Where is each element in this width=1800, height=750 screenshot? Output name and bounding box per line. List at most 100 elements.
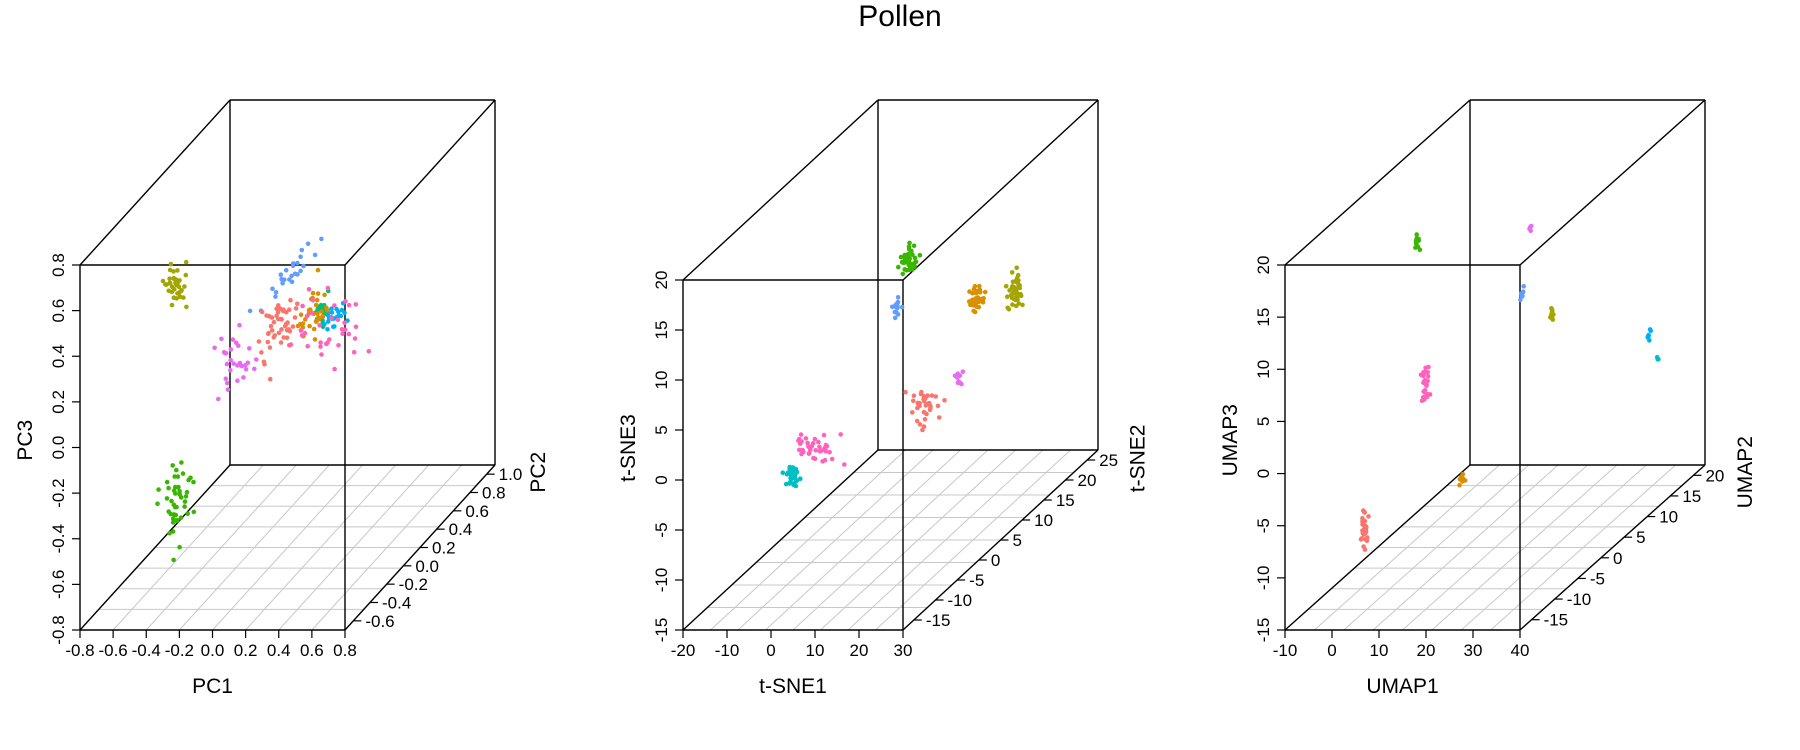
data-point (797, 441, 803, 447)
data-point (1015, 272, 1021, 278)
data-point (304, 313, 310, 319)
data-point (170, 520, 176, 525)
data-point (336, 343, 341, 348)
data-point (366, 349, 372, 354)
data-point (353, 324, 359, 330)
y-tick-label: 15 (1056, 491, 1075, 510)
data-point (243, 367, 249, 372)
data-point (1360, 530, 1366, 536)
data-point (817, 449, 823, 454)
data-point (792, 474, 798, 479)
data-point (336, 309, 341, 315)
data-point (184, 489, 190, 495)
y-tick-label: 0.6 (465, 502, 489, 521)
floor-grid-line (1431, 464, 1618, 631)
data-point (185, 511, 190, 516)
data-point (1424, 382, 1429, 388)
data-point (907, 240, 912, 246)
x-tick-label: 0.8 (333, 641, 357, 660)
x-tick-label: 30 (1464, 641, 1483, 660)
data-point (320, 324, 326, 330)
data-point (171, 502, 177, 508)
data-point (911, 398, 916, 404)
data-point (293, 306, 299, 311)
data-point (179, 460, 184, 465)
data-point (176, 484, 181, 490)
data-point (912, 255, 918, 261)
cluster-0 (1527, 223, 1534, 234)
data-point (325, 327, 330, 332)
data-point (892, 315, 898, 321)
data-point (169, 302, 175, 308)
data-point (306, 287, 312, 292)
floor-grid-line (847, 449, 1044, 631)
data-point (929, 393, 935, 398)
data-point (279, 276, 284, 282)
data-point (173, 512, 179, 518)
data-point (823, 448, 828, 454)
data-point (1362, 518, 1368, 524)
data-point (1014, 265, 1019, 271)
z-tick-label: -0.8 (49, 615, 68, 644)
data-point (332, 324, 337, 329)
cluster-1 (1003, 265, 1025, 312)
data-point (913, 259, 918, 265)
data-point (955, 371, 961, 377)
data-point (1363, 523, 1368, 529)
data-point (268, 376, 273, 382)
data-point (909, 248, 914, 254)
cluster-5 (1645, 327, 1653, 343)
data-point (278, 340, 284, 345)
data-point (1419, 398, 1425, 404)
data-point (183, 259, 189, 265)
data-point (166, 509, 171, 514)
data-point (272, 333, 278, 338)
floor-grid-line (245, 464, 396, 631)
floor-grid-line (1460, 464, 1647, 631)
data-point (343, 299, 348, 304)
y-tick-label: 0.8 (482, 484, 506, 503)
data-point (166, 485, 171, 491)
data-point (287, 277, 292, 282)
data-point (975, 288, 981, 294)
data-point (310, 298, 316, 303)
z-tick-label: -5 (652, 522, 671, 537)
data-point (1646, 333, 1651, 339)
z-axis-title: PC3 (14, 420, 37, 461)
data-point (322, 292, 327, 298)
z-tick-label: -10 (652, 568, 671, 593)
data-point (811, 455, 816, 461)
data-point (329, 310, 335, 315)
data-point (935, 403, 941, 409)
data-point (318, 340, 323, 345)
data-point (271, 319, 277, 325)
data-point (247, 308, 253, 314)
data-point (267, 345, 273, 350)
data-point (1016, 284, 1021, 290)
data-point (212, 345, 217, 351)
data-point (807, 450, 812, 456)
data-point (1016, 278, 1021, 283)
data-point (184, 304, 189, 310)
box-edge (344, 99, 496, 266)
z-tick-label: 10 (1254, 360, 1273, 379)
z-tick-label: -0.2 (49, 478, 68, 507)
data-point (224, 361, 230, 367)
y-tick-label: 1.0 (499, 465, 523, 484)
data-point (175, 474, 181, 479)
data-point (812, 436, 818, 442)
data-point (789, 476, 794, 481)
y-tick-label: -15 (1544, 611, 1569, 630)
data-point (915, 405, 920, 411)
data-point (283, 321, 289, 327)
x-tick-label: -20 (671, 641, 696, 660)
data-point (351, 349, 357, 355)
data-point (173, 277, 179, 282)
z-tick-label: 0 (652, 475, 671, 484)
cluster-1 (1518, 284, 1526, 303)
data-point (936, 415, 942, 420)
data-point (790, 481, 796, 486)
data-point (1361, 544, 1366, 549)
data-point (816, 439, 821, 445)
data-point (288, 297, 293, 303)
